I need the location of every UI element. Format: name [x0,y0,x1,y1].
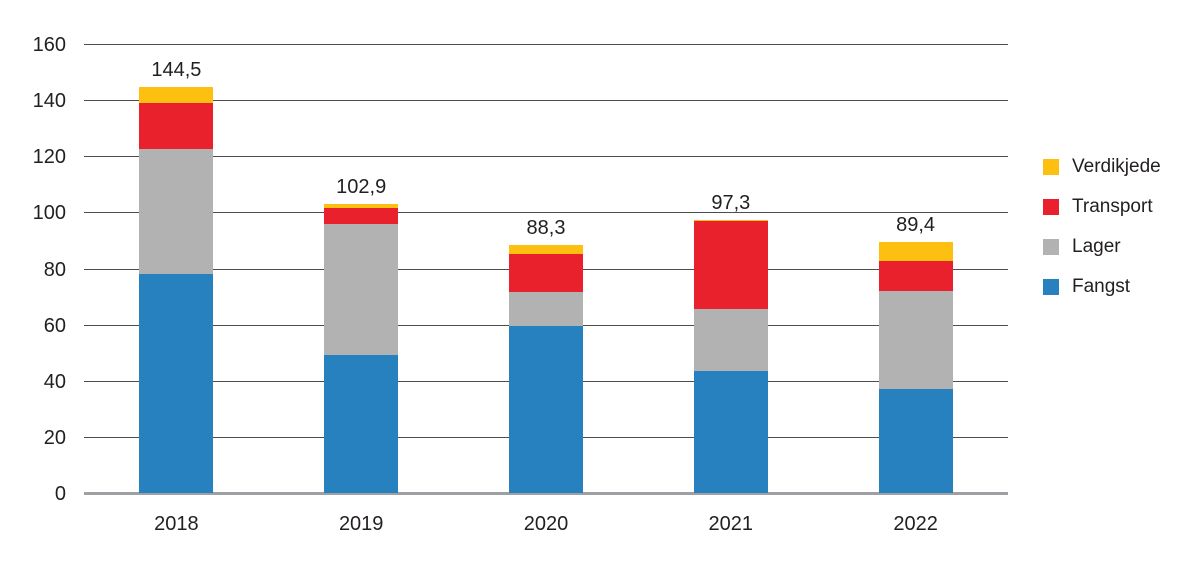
legend: Verdikjede Transport Lager Fangst [1043,157,1161,296]
total-label-2018: 144,5 [151,59,202,82]
legend-label-fangst: Fangst [1072,276,1131,297]
x-axis-label-2022: 2022 [893,513,938,535]
bar-segment-lager-2022 [878,290,953,390]
bar-segment-lager-2021 [693,309,768,372]
gridline-160 [84,44,1008,45]
y-tick-label-80: 80 [43,258,66,281]
total-label-2020: 88,3 [526,217,566,240]
total-label-2022: 89,4 [896,214,936,237]
legend-item-transport: Transport [1043,197,1161,216]
x-axis-label-2021: 2021 [708,513,754,535]
legend-item-fangst: Fangst [1043,277,1161,296]
bar-segment-transport-2021 [693,221,768,310]
bar-segment-fangst-2021 [693,371,768,493]
bar-segment-verdikjede-2020 [509,245,583,254]
x-axis-label-2018: 2018 [154,513,199,535]
legend-swatch-lager [1043,238,1059,255]
bar-segment-fangst-2018 [139,274,214,493]
y-tick-label-60: 60 [43,314,66,337]
gridline-120 [84,156,1008,158]
bar-segment-transport-2022 [878,261,953,291]
bar-segment-fangst-2019 [324,355,399,493]
legend-label-verdikjede: Verdikjede [1072,156,1161,177]
bar-segment-lager-2018 [139,149,214,275]
bar-segment-lager-2020 [509,292,583,327]
bar-segment-verdikjede-2019 [324,204,399,209]
total-label-2019: 102,9 [336,176,387,199]
bar-segment-verdikjede-2018 [139,87,214,103]
total-label-2021: 97,3 [711,191,751,214]
bar-segment-lager-2019 [324,224,399,356]
y-tick-label-120: 120 [32,146,66,169]
y-tick-label-100: 100 [32,202,66,225]
y-tick-label-140: 140 [32,90,66,113]
bar-segment-fangst-2020 [509,326,583,493]
x-axis-label-2019: 2019 [338,513,384,535]
bar-segment-verdikjede-2022 [878,242,953,262]
gridline-100 [84,212,1008,214]
gridline-140 [84,100,1008,102]
y-tick-label-160: 160 [32,34,66,56]
x-axis-label-2020: 2020 [523,513,569,535]
bar-segment-fangst-2022 [878,389,953,493]
y-tick-label-40: 40 [43,370,66,393]
bar-segment-transport-2019 [324,208,399,225]
legend-swatch-fangst [1043,278,1059,295]
bar-segment-transport-2020 [509,253,583,293]
legend-label-transport: Transport [1072,196,1153,217]
x-axis-baseline [84,492,1008,495]
legend-swatch-transport [1043,198,1059,215]
legend-item-verdikjede: Verdikjede [1043,157,1161,176]
legend-label-lager: Lager [1072,236,1121,257]
bar-segment-verdikjede-2021 [693,219,768,222]
legend-item-lager: Lager [1043,237,1161,256]
bar-segment-transport-2018 [139,102,214,150]
y-tick-label-0: 0 [54,483,66,505]
y-tick-label-20: 20 [43,426,66,449]
legend-swatch-verdikjede [1043,158,1059,175]
